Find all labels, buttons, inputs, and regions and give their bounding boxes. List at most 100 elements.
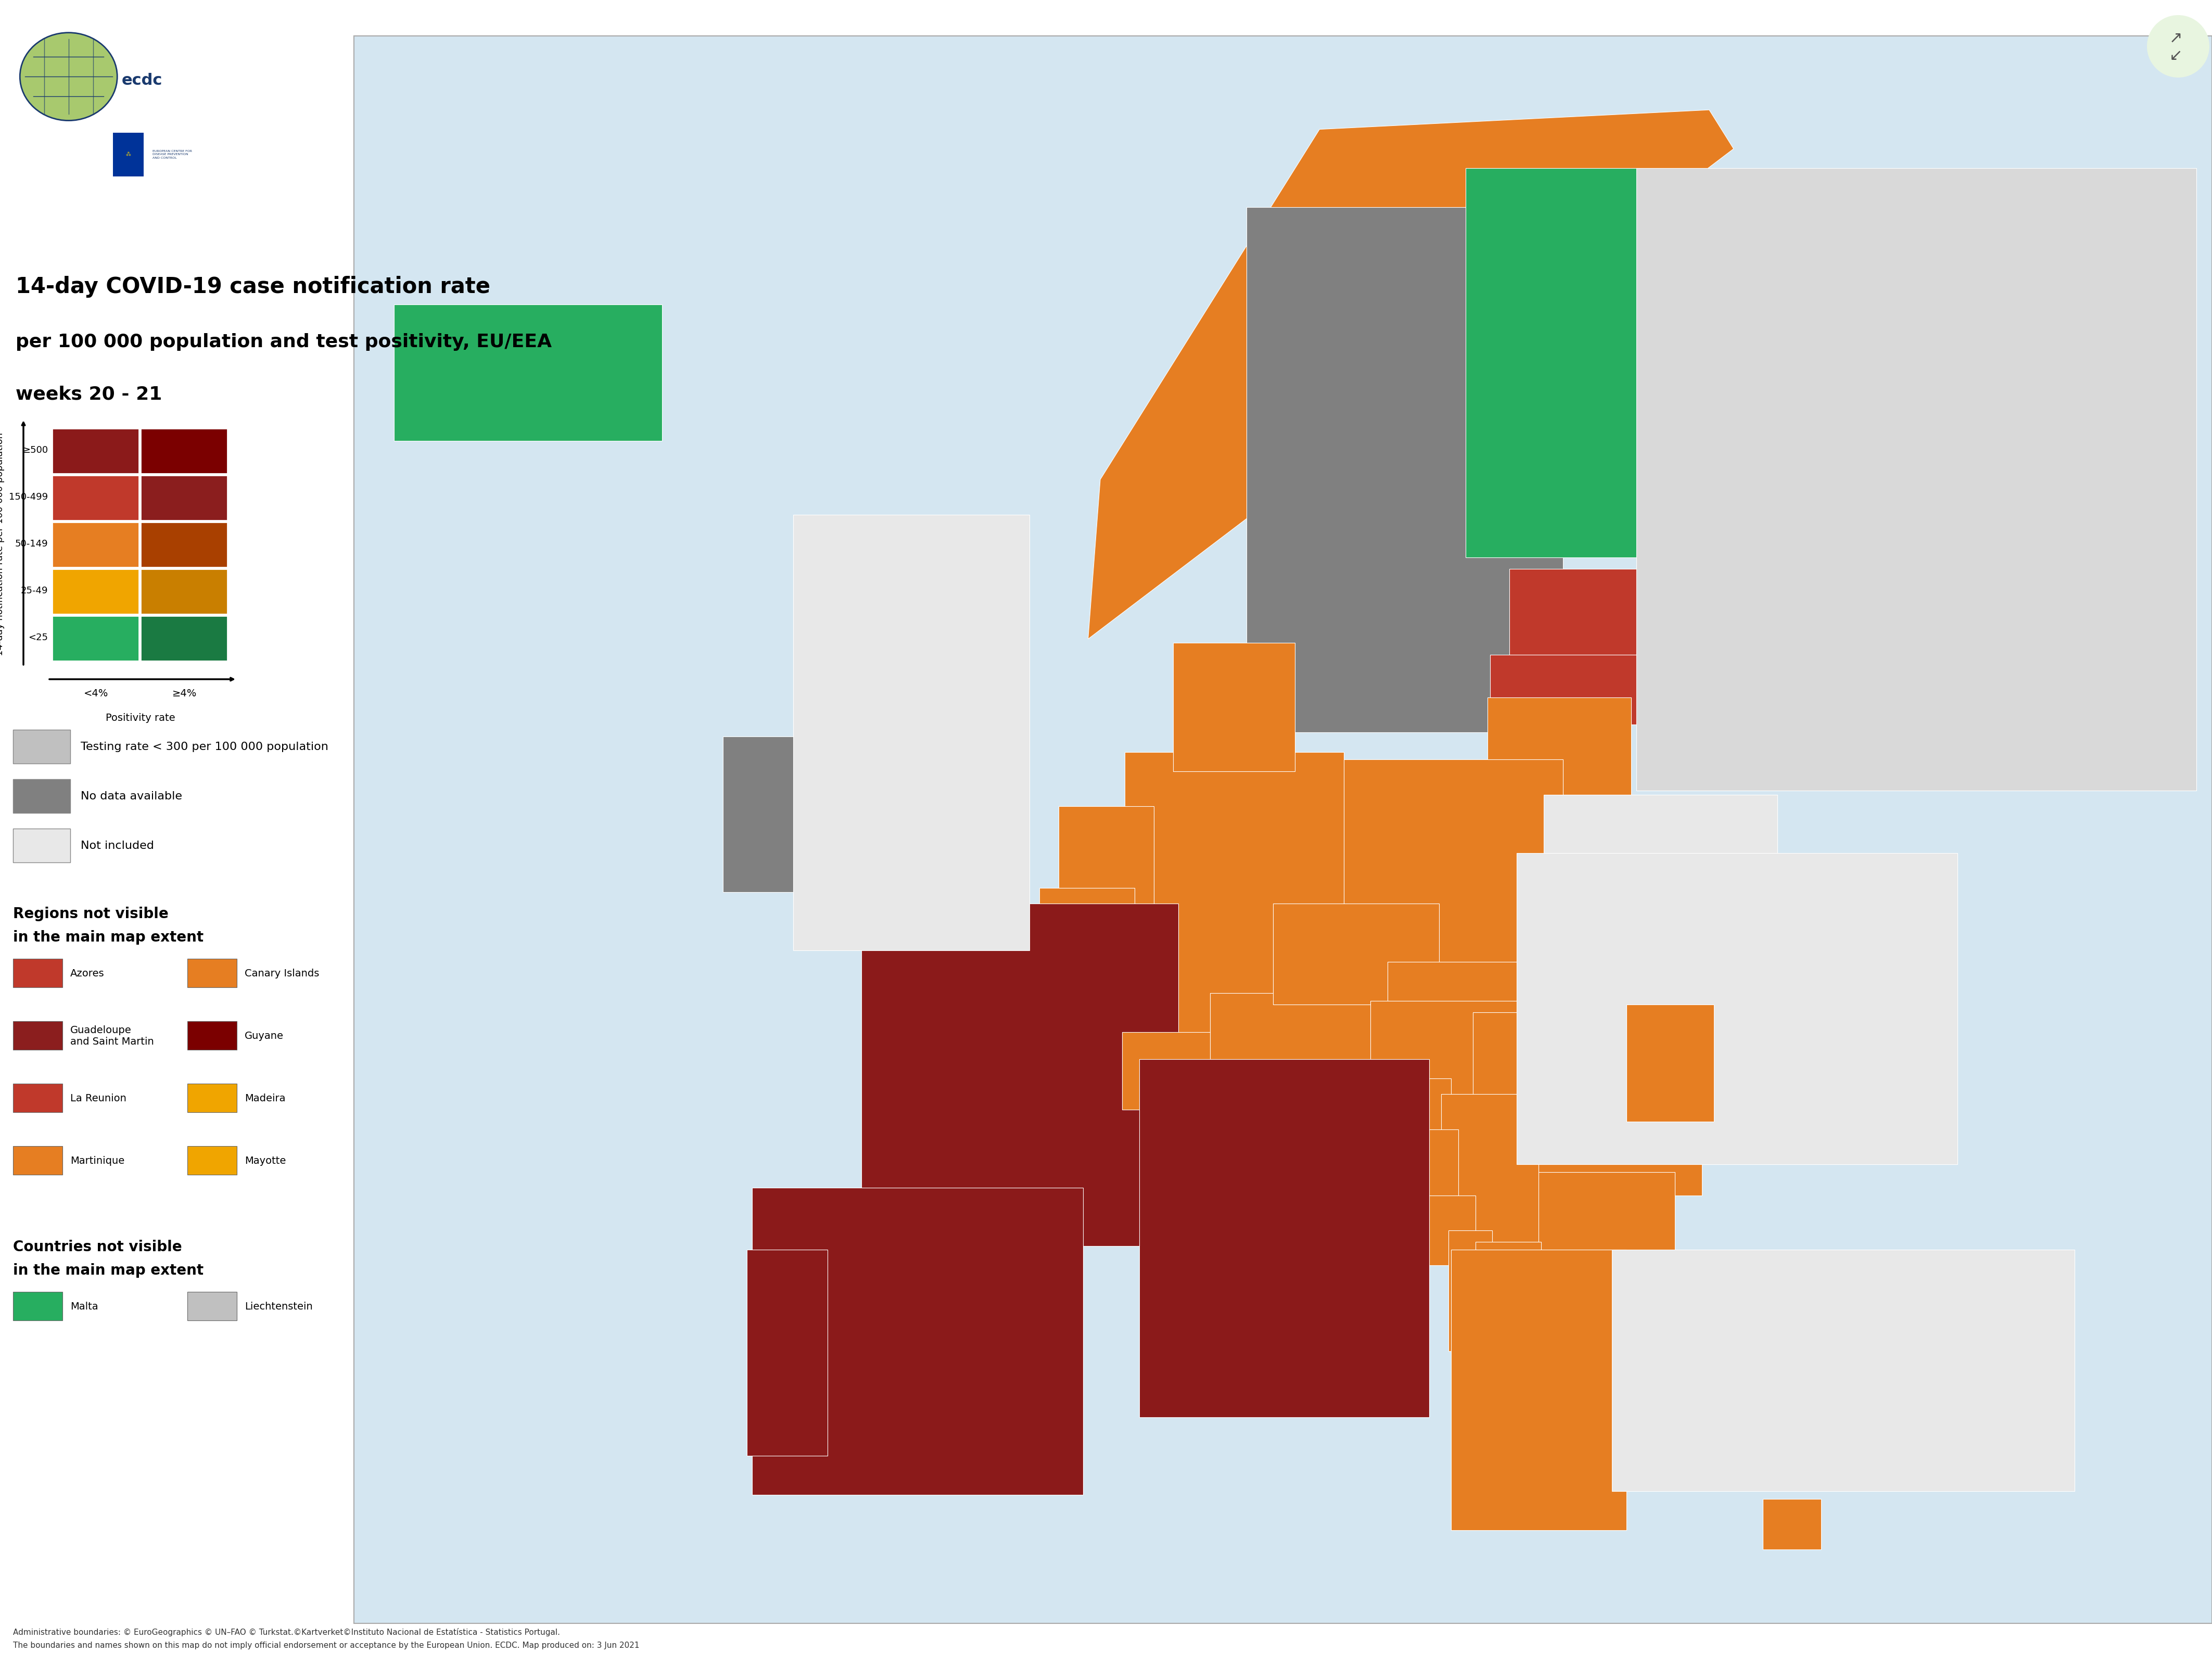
Text: Regions not visible: Regions not visible [13, 907, 168, 921]
Polygon shape [1613, 1250, 2075, 1492]
Polygon shape [723, 736, 834, 892]
Polygon shape [1467, 168, 1759, 558]
Bar [188, 1021, 237, 1051]
Bar [13, 1292, 62, 1320]
Text: 50-149: 50-149 [15, 539, 49, 548]
Text: The boundaries and names shown on this map do not imply official endorsement or : The boundaries and names shown on this m… [13, 1642, 639, 1650]
Polygon shape [1763, 1498, 1820, 1550]
Bar [13, 729, 71, 764]
Text: ⁂: ⁂ [126, 152, 131, 157]
Text: Testing rate < 300 per 100 000 population: Testing rate < 300 per 100 000 populatio… [80, 741, 327, 753]
Polygon shape [1124, 753, 1345, 1051]
Circle shape [20, 33, 117, 120]
Polygon shape [1473, 1012, 1701, 1195]
Bar [53, 569, 139, 614]
Bar [53, 428, 139, 473]
Text: Positivity rate: Positivity rate [106, 713, 175, 723]
Polygon shape [1544, 794, 1778, 896]
Text: ≥500: ≥500 [22, 446, 49, 455]
Bar [13, 829, 71, 862]
Polygon shape [1305, 1067, 1382, 1126]
Text: Malta: Malta [71, 1302, 97, 1312]
Bar [142, 616, 228, 661]
Polygon shape [1486, 698, 1630, 794]
Text: <4%: <4% [84, 689, 108, 699]
Polygon shape [1307, 1079, 1451, 1242]
Polygon shape [1321, 759, 1564, 986]
Text: Countries not visible: Countries not visible [13, 1240, 181, 1254]
Polygon shape [1210, 992, 1398, 1087]
Text: 150-499: 150-499 [9, 493, 49, 501]
Polygon shape [794, 514, 1029, 951]
Text: La Reunion: La Reunion [71, 1094, 126, 1104]
Text: ecdc: ecdc [122, 73, 161, 88]
Text: <25: <25 [29, 633, 49, 643]
Polygon shape [1491, 654, 1666, 724]
FancyBboxPatch shape [113, 133, 144, 176]
Polygon shape [1475, 1242, 1542, 1304]
Text: No data available: No data available [80, 791, 181, 801]
Polygon shape [1517, 852, 1958, 1164]
Text: Guyane: Guyane [246, 1031, 283, 1041]
Text: Guadeloupe
and Saint Martin: Guadeloupe and Saint Martin [71, 1026, 155, 1046]
Text: weeks 20 - 21: weeks 20 - 21 [15, 385, 161, 403]
Text: Mayotte: Mayotte [246, 1156, 285, 1165]
Bar [188, 1084, 237, 1112]
Text: 14-day COVID-19 case notification rate: 14-day COVID-19 case notification rate [15, 276, 491, 298]
Text: Administrative boundaries: © EuroGeographics © UN–FAO © Turkstat.©Kartverket©Ins: Administrative boundaries: © EuroGeograp… [13, 1628, 560, 1637]
Text: Liechtenstein: Liechtenstein [246, 1302, 312, 1312]
Text: Canary Islands: Canary Islands [246, 969, 319, 979]
Bar [53, 616, 139, 661]
Text: ≥4%: ≥4% [173, 689, 197, 699]
Bar [142, 523, 228, 568]
Bar [13, 1084, 62, 1112]
Polygon shape [1427, 1195, 1475, 1265]
Polygon shape [1637, 168, 2197, 791]
Bar [142, 475, 228, 521]
Text: Not included: Not included [80, 841, 155, 851]
Polygon shape [748, 1250, 827, 1455]
Polygon shape [1117, 939, 1139, 969]
Polygon shape [1451, 1250, 1626, 1530]
Bar [13, 959, 62, 987]
Polygon shape [1509, 569, 1666, 654]
Bar [188, 959, 237, 987]
Bar [354, 37, 2212, 1623]
Text: in the main map extent: in the main map extent [13, 1264, 204, 1277]
Polygon shape [752, 1187, 1084, 1495]
Polygon shape [1088, 110, 1734, 639]
Polygon shape [1524, 1172, 1674, 1289]
Polygon shape [394, 305, 661, 441]
Polygon shape [1060, 806, 1155, 907]
Polygon shape [1245, 206, 1564, 733]
Text: 14-day notification rate per 100 000 population: 14-day notification rate per 100 000 pop… [0, 433, 4, 656]
Polygon shape [1371, 1001, 1537, 1114]
Polygon shape [1360, 1129, 1458, 1234]
Text: 25-49: 25-49 [20, 586, 49, 596]
Polygon shape [1274, 904, 1438, 1004]
Text: ↗
↙: ↗ ↙ [2170, 30, 2183, 63]
Polygon shape [1442, 1094, 1540, 1250]
Polygon shape [1626, 1004, 1714, 1122]
Polygon shape [1172, 643, 1296, 771]
Polygon shape [860, 904, 1179, 1245]
Bar [13, 1146, 62, 1175]
Polygon shape [1449, 1230, 1493, 1350]
Text: in the main map extent: in the main map extent [13, 931, 204, 944]
Bar [142, 569, 228, 614]
Polygon shape [1121, 1032, 1234, 1111]
Text: EUROPEAN CENTRE FOR
DISEASE PREVENTION
AND CONTROL: EUROPEAN CENTRE FOR DISEASE PREVENTION A… [153, 150, 192, 160]
Text: per 100 000 population and test positivity, EU/EEA: per 100 000 population and test positivi… [15, 333, 551, 351]
Text: Martinique: Martinique [71, 1156, 124, 1165]
Bar [188, 1292, 237, 1320]
Bar [53, 523, 139, 568]
Polygon shape [1387, 962, 1528, 1036]
Polygon shape [1040, 887, 1135, 966]
Text: Madeira: Madeira [246, 1094, 285, 1104]
Bar [142, 428, 228, 473]
Bar [188, 1146, 237, 1175]
Text: Azores: Azores [71, 969, 104, 979]
Bar [13, 779, 71, 813]
Bar [13, 1021, 62, 1051]
Bar [53, 475, 139, 521]
